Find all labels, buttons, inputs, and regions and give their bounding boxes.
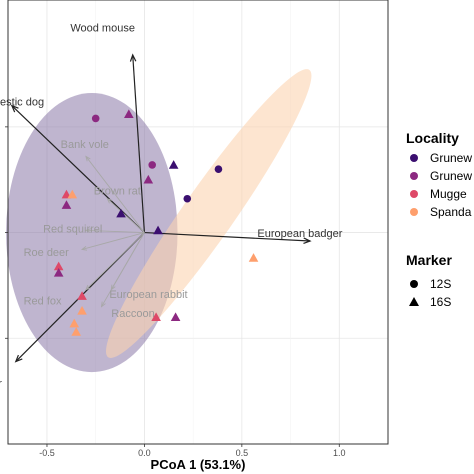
- legend-label-marker: 16S: [430, 295, 451, 309]
- vector-label-wood-mouse: Wood mouse: [70, 23, 135, 35]
- x-axis-title: PCoA 1 (53.1%): [151, 457, 246, 472]
- vector-label-european-badger: European badger: [257, 228, 342, 240]
- vector-european-badger: [144, 231, 311, 242]
- legend-title-locality: Locality: [406, 130, 459, 146]
- x-tick-label: 0.0: [138, 448, 151, 458]
- arrowhead-european-badger: [303, 237, 312, 244]
- point-16s: [124, 109, 134, 119]
- point-12s: [183, 194, 192, 203]
- vector-raccoon: [101, 232, 145, 307]
- legend-title-marker: Marker: [406, 252, 452, 268]
- vector-red-squirrel: [85, 230, 145, 234]
- arrowhead-red-squirrel: [84, 228, 91, 233]
- point-16s: [53, 261, 64, 271]
- x-tick-label: 1.0: [333, 448, 346, 458]
- point-16s: [71, 327, 82, 336]
- vector-red-fox: [85, 232, 145, 290]
- arrowhead-brown-rat: [106, 197, 113, 204]
- point-16s: [151, 312, 161, 321]
- x-tick-label: -0.5: [39, 448, 55, 458]
- point-16s: [77, 306, 87, 315]
- point-16s: [168, 160, 179, 169]
- arrowhead-raccoon: [100, 301, 106, 308]
- axes: -0.5 0.0 0.5 1.0: [5, 126, 346, 458]
- legend-swatch-marker: [410, 280, 418, 288]
- point-16s: [69, 318, 80, 328]
- vector-label-roe-deer: Roe deer: [24, 247, 70, 259]
- point-16s: [61, 200, 72, 209]
- vector-bank-vole: [85, 156, 145, 233]
- ellipse-spanda: [105, 69, 312, 358]
- arrowhead-wood-mouse: [129, 53, 137, 62]
- point-16s: [143, 174, 154, 184]
- legend: Locality Grunew Grunew Mugge Spanda Marker 12S…: [406, 130, 472, 309]
- vector-label-raccoon: Raccoon: [111, 308, 154, 320]
- point-12s: [91, 114, 100, 123]
- x-tick-label: 0.5: [236, 448, 249, 458]
- vector-label-red-squirrel: Red squirrel: [43, 224, 102, 236]
- legend-swatch-locality: [410, 208, 418, 216]
- vector-label-domestic-dog: Domestic dog: [0, 97, 44, 109]
- point-16s: [53, 267, 64, 277]
- legend-label-locality: Mugge: [430, 187, 467, 201]
- vector-label-red-fox: Red fox: [24, 295, 62, 307]
- point-12s: [214, 165, 223, 173]
- legend-label-locality: Grunew: [430, 151, 472, 165]
- legend-swatch-locality: [410, 172, 418, 180]
- point-16s: [170, 312, 181, 321]
- point-16s: [67, 189, 78, 199]
- arrowhead-red-fox: [85, 284, 91, 291]
- legend-label-locality: Spanda: [430, 205, 472, 219]
- point-16s: [116, 208, 126, 218]
- biplot-vectors: Wood mouse Domestic dog European badger Wil…: [0, 23, 343, 390]
- legend-label-marker: 12S: [430, 277, 451, 291]
- ellipses: [6, 69, 312, 373]
- vector-label-brown-rat: Brown rat: [94, 186, 141, 198]
- arrowhead-bank-vole: [85, 155, 91, 162]
- vector-label-bank-vole: Bank vole: [61, 139, 109, 151]
- legend-swatch-locality: [410, 154, 418, 162]
- vector-brown-rat: [107, 198, 145, 233]
- vector-wood-mouse: [132, 54, 146, 233]
- point-16s: [153, 225, 163, 235]
- arrowhead-domestic-dog: [10, 104, 19, 113]
- vector-label-wild-boar: Wild boar: [0, 378, 2, 390]
- legend-swatch-locality: [410, 190, 418, 198]
- legend-label-locality: Grunew: [430, 169, 472, 183]
- point-16s: [77, 291, 87, 300]
- point-16s: [248, 253, 259, 262]
- vector-label-european-rabbit: European rabbit: [109, 289, 187, 301]
- legend-swatch-marker: [409, 297, 419, 306]
- vector-roe-deer: [81, 232, 145, 250]
- data-points: [53, 109, 259, 336]
- point-12s: [148, 161, 157, 169]
- plot-border: [7, 0, 389, 445]
- arrowhead-roe-deer: [80, 246, 88, 251]
- arrowhead-wild-boar: [14, 354, 23, 363]
